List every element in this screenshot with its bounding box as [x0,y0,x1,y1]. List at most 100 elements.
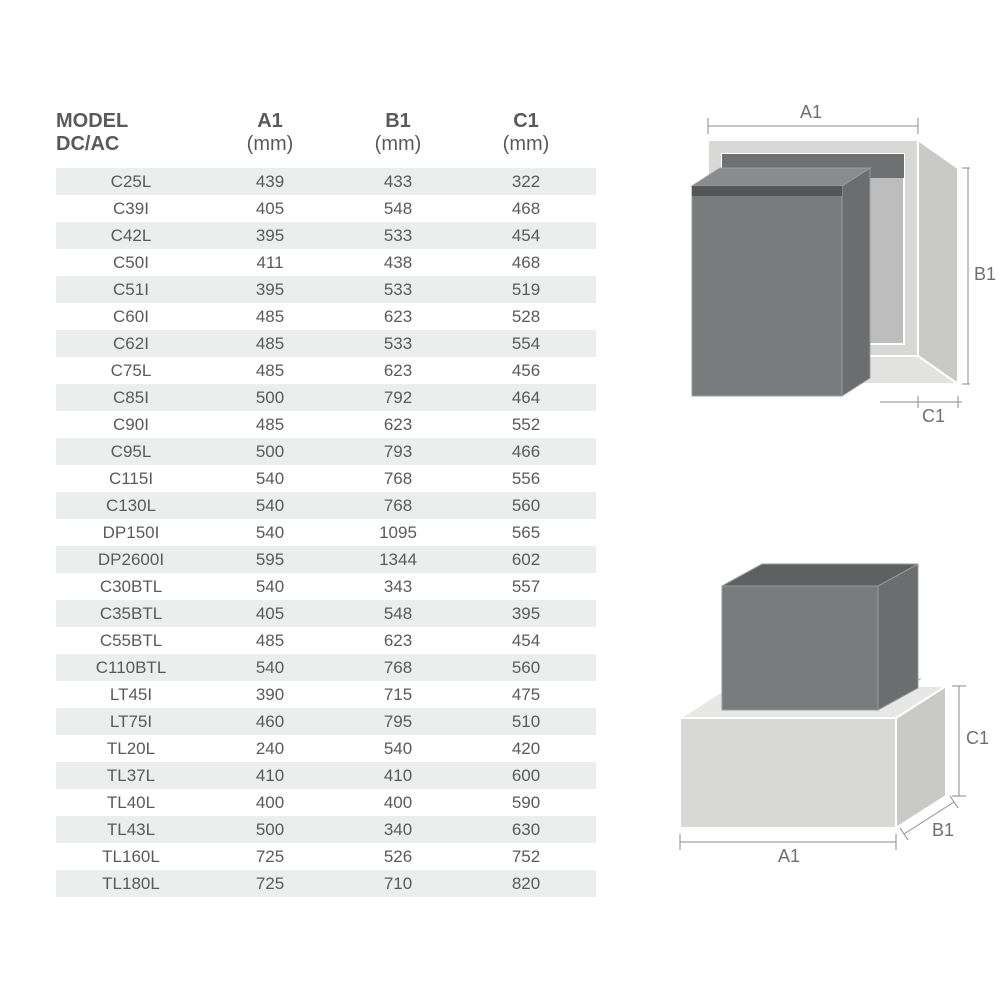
cell-c1: 454 [462,631,590,651]
cell-a1: 485 [206,307,334,327]
cell-c1: 554 [462,334,590,354]
cell-c1: 322 [462,172,590,192]
col-header-model: MODEL DC/AC [56,110,206,156]
cell-c1: 454 [462,226,590,246]
cell-model: C42L [56,226,206,246]
header-a1: A1 [206,110,334,133]
cell-c1: 464 [462,388,590,408]
cell-model: LT45I [56,685,206,705]
cell-b1: 623 [334,631,462,651]
diagram2-label-c1: C1 [966,728,989,749]
cell-model: C62I [56,334,206,354]
table-row: C51I395533519 [56,276,596,303]
table-row: LT75I460795510 [56,708,596,735]
cell-a1: 500 [206,442,334,462]
dimensions-table: MODEL DC/AC A1 (mm) B1 (mm) C1 (mm) C25L… [56,110,596,897]
cell-b1: 548 [334,604,462,624]
table-row: C42L395533454 [56,222,596,249]
header-b1-unit: (mm) [334,133,462,156]
table-row: C95L500793466 [56,438,596,465]
diagram-top-load: A1 B1 C1 [660,528,970,868]
diagram2-label-b1: B1 [932,820,954,841]
diagram-top-load-svg [660,528,970,868]
table-row: DP150I5401095565 [56,519,596,546]
cell-c1: 600 [462,766,590,786]
cell-a1: 540 [206,658,334,678]
cell-a1: 410 [206,766,334,786]
cell-b1: 433 [334,172,462,192]
cell-model: C39I [56,199,206,219]
cell-c1: 602 [462,550,590,570]
cell-model: TL160L [56,847,206,867]
table-row: C55BTL485623454 [56,627,596,654]
header-a1-unit: (mm) [206,133,334,156]
cell-c1: 475 [462,685,590,705]
cell-a1: 400 [206,793,334,813]
cell-b1: 768 [334,496,462,516]
cell-c1: 510 [462,712,590,732]
cell-model: C55BTL [56,631,206,651]
cell-a1: 405 [206,604,334,624]
cell-model: C35BTL [56,604,206,624]
cell-model: TL180L [56,874,206,894]
cell-a1: 725 [206,874,334,894]
table-row: C35BTL405548395 [56,600,596,627]
table-row: TL160L725526752 [56,843,596,870]
cell-b1: 793 [334,442,462,462]
cell-model: TL20L [56,739,206,759]
table-row: C60I485623528 [56,303,596,330]
header-model-line1: MODEL [56,110,206,133]
table-row: DP2600I5951344602 [56,546,596,573]
cell-b1: 540 [334,739,462,759]
cell-b1: 343 [334,577,462,597]
cell-model: C110BTL [56,658,206,678]
table-row: C75L485623456 [56,357,596,384]
cell-b1: 795 [334,712,462,732]
cell-c1: 560 [462,658,590,678]
cell-a1: 540 [206,496,334,516]
table-row: TL20L240540420 [56,735,596,762]
cell-model: C95L [56,442,206,462]
cell-c1: 456 [462,361,590,381]
cell-b1: 623 [334,415,462,435]
cell-b1: 710 [334,874,462,894]
cell-c1: 556 [462,469,590,489]
table-row: C90I485623552 [56,411,596,438]
cell-a1: 485 [206,361,334,381]
cell-b1: 400 [334,793,462,813]
cell-model: C130L [56,496,206,516]
cell-a1: 405 [206,199,334,219]
cell-b1: 768 [334,469,462,489]
header-c1-unit: (mm) [462,133,590,156]
cell-model: LT75I [56,712,206,732]
cell-c1: 560 [462,496,590,516]
cell-model: C30BTL [56,577,206,597]
col-header-a1: A1 (mm) [206,110,334,156]
cell-model: C115I [56,469,206,489]
cell-c1: 395 [462,604,590,624]
table-row: C25L439433322 [56,168,596,195]
cell-b1: 410 [334,766,462,786]
table-row: TL43L500340630 [56,816,596,843]
cell-b1: 1095 [334,523,462,543]
cell-b1: 438 [334,253,462,273]
table-header: MODEL DC/AC A1 (mm) B1 (mm) C1 (mm) [56,110,596,168]
cell-model: C60I [56,307,206,327]
diagram-front-load-svg [670,108,970,428]
header-b1: B1 [334,110,462,133]
cell-c1: 557 [462,577,590,597]
table-row: C30BTL540343557 [56,573,596,600]
cell-a1: 540 [206,577,334,597]
cell-model: C51I [56,280,206,300]
cell-model: C85I [56,388,206,408]
cell-model: C25L [56,172,206,192]
table-row: C110BTL540768560 [56,654,596,681]
cell-c1: 468 [462,253,590,273]
cell-c1: 552 [462,415,590,435]
cell-model: C50I [56,253,206,273]
cell-c1: 466 [462,442,590,462]
diagram1-label-c1: C1 [922,406,945,427]
cell-b1: 623 [334,307,462,327]
table-row: TL180L725710820 [56,870,596,897]
cell-b1: 548 [334,199,462,219]
